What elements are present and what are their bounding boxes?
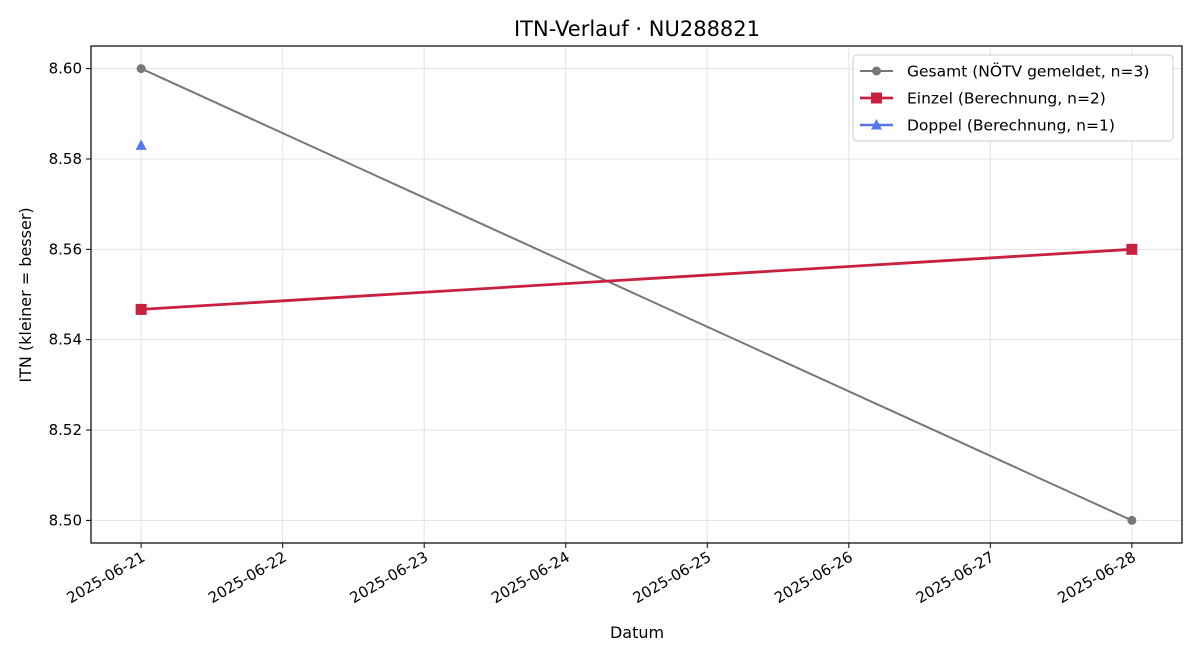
legend-box bbox=[852, 54, 1174, 142]
plot-frame bbox=[90, 45, 1183, 544]
legend-swatch-marker bbox=[872, 66, 881, 76]
legend: Gesamt (NÖTV gemeldet, n=3) Einzel (Berec… bbox=[852, 54, 1174, 142]
series-circle bbox=[136, 64, 1137, 525]
x-axis-label: Datum bbox=[610, 623, 664, 642]
legend-label: Doppel (Berechnung, n=1) bbox=[907, 117, 1115, 135]
y-tick-label: 8.56 bbox=[49, 240, 82, 258]
data-point bbox=[136, 64, 146, 74]
y-tick-label: 8.58 bbox=[49, 150, 82, 168]
legend-swatch-marker bbox=[871, 119, 882, 130]
chart-title: ITN-Verlauf · NU288821 bbox=[514, 17, 760, 41]
data-point bbox=[1126, 243, 1138, 255]
y-tick-label: 8.52 bbox=[49, 421, 82, 439]
legend-label: Einzel (Berechnung, n=2) bbox=[907, 90, 1106, 108]
y-tick-label: 8.50 bbox=[49, 511, 82, 529]
data-point bbox=[1127, 515, 1137, 525]
data-point bbox=[135, 139, 147, 150]
series-layer bbox=[135, 64, 1138, 525]
y-axis-label: ITN (kleiner = besser) bbox=[16, 207, 35, 382]
data-point bbox=[135, 303, 147, 315]
y-tick-label: 8.60 bbox=[49, 60, 82, 78]
series-line bbox=[141, 247, 1132, 311]
series-line bbox=[140, 67, 1133, 522]
y-axis-ticks: 8.50 8.52 8.54 8.56 8.58 8.60 bbox=[49, 60, 91, 529]
y-tick-label: 8.54 bbox=[49, 331, 82, 349]
legend-swatch-marker bbox=[871, 92, 882, 104]
series-square bbox=[135, 243, 1138, 315]
legend-label: Gesamt (NÖTV gemeldet, n=3) bbox=[907, 62, 1149, 81]
series-triangle bbox=[135, 139, 147, 150]
